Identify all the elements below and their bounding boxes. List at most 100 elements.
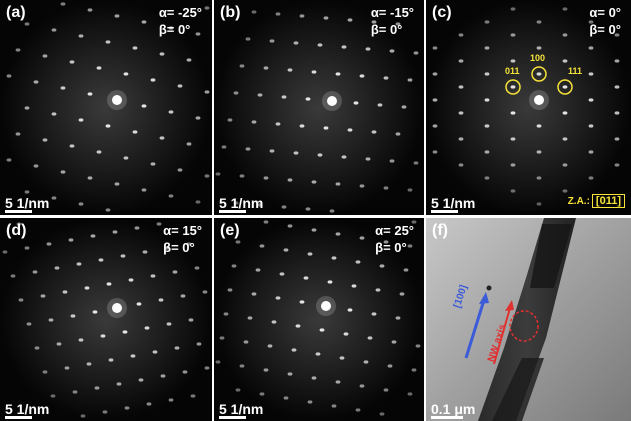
diffraction-spot (33, 164, 39, 168)
diffraction-spot (235, 240, 241, 244)
diffraction-spot (484, 124, 490, 128)
diffraction-spot (141, 188, 147, 192)
diffraction-spot (144, 326, 150, 330)
diffraction-spot (227, 288, 233, 292)
diffraction-spot (413, 51, 419, 55)
diffraction-spot (411, 368, 417, 372)
diffraction-spot (263, 220, 269, 224)
diffraction-spot (70, 314, 76, 318)
diffraction-spot (141, 20, 147, 24)
diffraction-spot (432, 72, 438, 76)
diffraction-spot (317, 153, 323, 157)
diffraction-spot (339, 356, 345, 360)
diffraction-spot (395, 22, 401, 26)
diffraction-spot (275, 296, 281, 300)
diffraction-spot (281, 95, 287, 99)
scale-label-c: 5 1/nm (431, 195, 476, 211)
diffraction-spot (159, 52, 165, 56)
diffraction-spot (329, 209, 335, 213)
diffraction-spot (177, 84, 183, 88)
scale-bar-c (431, 210, 458, 213)
diffraction-spot (10, 274, 16, 278)
diffraction-spot (319, 328, 325, 332)
diffraction-spot (484, 72, 490, 76)
diffraction-spot (259, 392, 265, 396)
diffraction-spot (359, 384, 365, 388)
diffuse-background (0, 218, 212, 421)
diffraction-spot (311, 70, 317, 74)
diffraction-spot (136, 302, 142, 306)
diffraction-spot (562, 7, 568, 11)
diffraction-spot (371, 312, 377, 316)
diffraction-spot (221, 145, 227, 149)
diffraction-spot (588, 72, 594, 76)
diffraction-spot (42, 370, 48, 374)
spot-circle-100 (531, 66, 547, 82)
central-beam-halo (107, 90, 127, 110)
diffraction-spot (204, 6, 210, 10)
diffraction-spot (174, 346, 180, 350)
diffraction-spot (395, 132, 401, 136)
diffraction-spot (54, 266, 60, 270)
diffraction-spot (263, 368, 269, 372)
diffraction-spot (50, 394, 56, 398)
diffraction-spot (614, 137, 620, 141)
diffraction-spot (383, 186, 389, 190)
diffraction-spot (614, 111, 620, 115)
diffraction-spot (102, 410, 108, 414)
diffraction-spot (331, 404, 337, 408)
zone-axis-label: Z.A.: (567, 196, 590, 207)
diffraction-spot (299, 124, 305, 128)
diffraction-spot (257, 93, 263, 97)
diffraction-spot (78, 118, 84, 122)
diffraction-spot (510, 111, 516, 115)
scale-bar-d (5, 416, 32, 419)
diffraction-spot (335, 72, 341, 76)
diffraction-spot (614, 33, 620, 37)
diffraction-spot (335, 182, 341, 186)
diffraction-spot (195, 32, 201, 36)
diffraction-spot (62, 290, 68, 294)
diffraction-spot (614, 85, 620, 89)
alpha-angle-b: α= -15° (370, 5, 414, 20)
panel-label-d: (d) (6, 222, 27, 239)
diffraction-spot (98, 258, 104, 262)
diffraction-spot (186, 142, 192, 146)
diffraction-spot (243, 340, 249, 344)
diffraction-spot (510, 59, 516, 63)
alpha-angle-a: α= -25° (158, 5, 202, 20)
nw-axis-arrowhead (505, 300, 514, 311)
diffraction-spot (341, 45, 347, 49)
diffraction-spot (108, 358, 114, 362)
nw-axis-arrow (493, 307, 511, 365)
scale-label-a: 5 1/nm (5, 195, 50, 211)
diffraction-spot (299, 14, 305, 18)
diffraction-spot (239, 174, 245, 178)
diffraction-spot (383, 388, 389, 392)
diffraction-spot (588, 20, 594, 24)
diffraction-spot (172, 270, 178, 274)
nanowire-dark-segment (530, 224, 572, 288)
diffraction-spot (123, 72, 129, 76)
diffraction-spot (51, 28, 57, 32)
diffraction-spot (269, 149, 275, 153)
direction-arrowhead-100 (479, 292, 489, 304)
diffraction-spot (484, 98, 490, 102)
diffraction-spot (315, 352, 321, 356)
diffraction-spot (34, 346, 40, 350)
diffraction-spot (562, 33, 568, 37)
diffraction-spot (536, 124, 542, 128)
central-beam-spot (112, 95, 122, 105)
diffraction-spot (168, 110, 174, 114)
diffraction-spot (186, 58, 192, 62)
diffraction-panel-c: (c) α= 0° β= 0° 011 100 111 5 1/nm Z.A.:… (426, 0, 631, 215)
diffraction-spot (413, 161, 419, 165)
diffraction-spot (562, 59, 568, 63)
central-beam-spot (327, 96, 337, 106)
zone-axis-annotation: Z.A.: [011] (567, 194, 625, 208)
diffraction-spot (377, 103, 383, 107)
diffraction-spot (293, 41, 299, 45)
diffraction-spot (293, 151, 299, 155)
diffraction-spot (195, 116, 201, 120)
diffraction-spot (233, 201, 239, 205)
